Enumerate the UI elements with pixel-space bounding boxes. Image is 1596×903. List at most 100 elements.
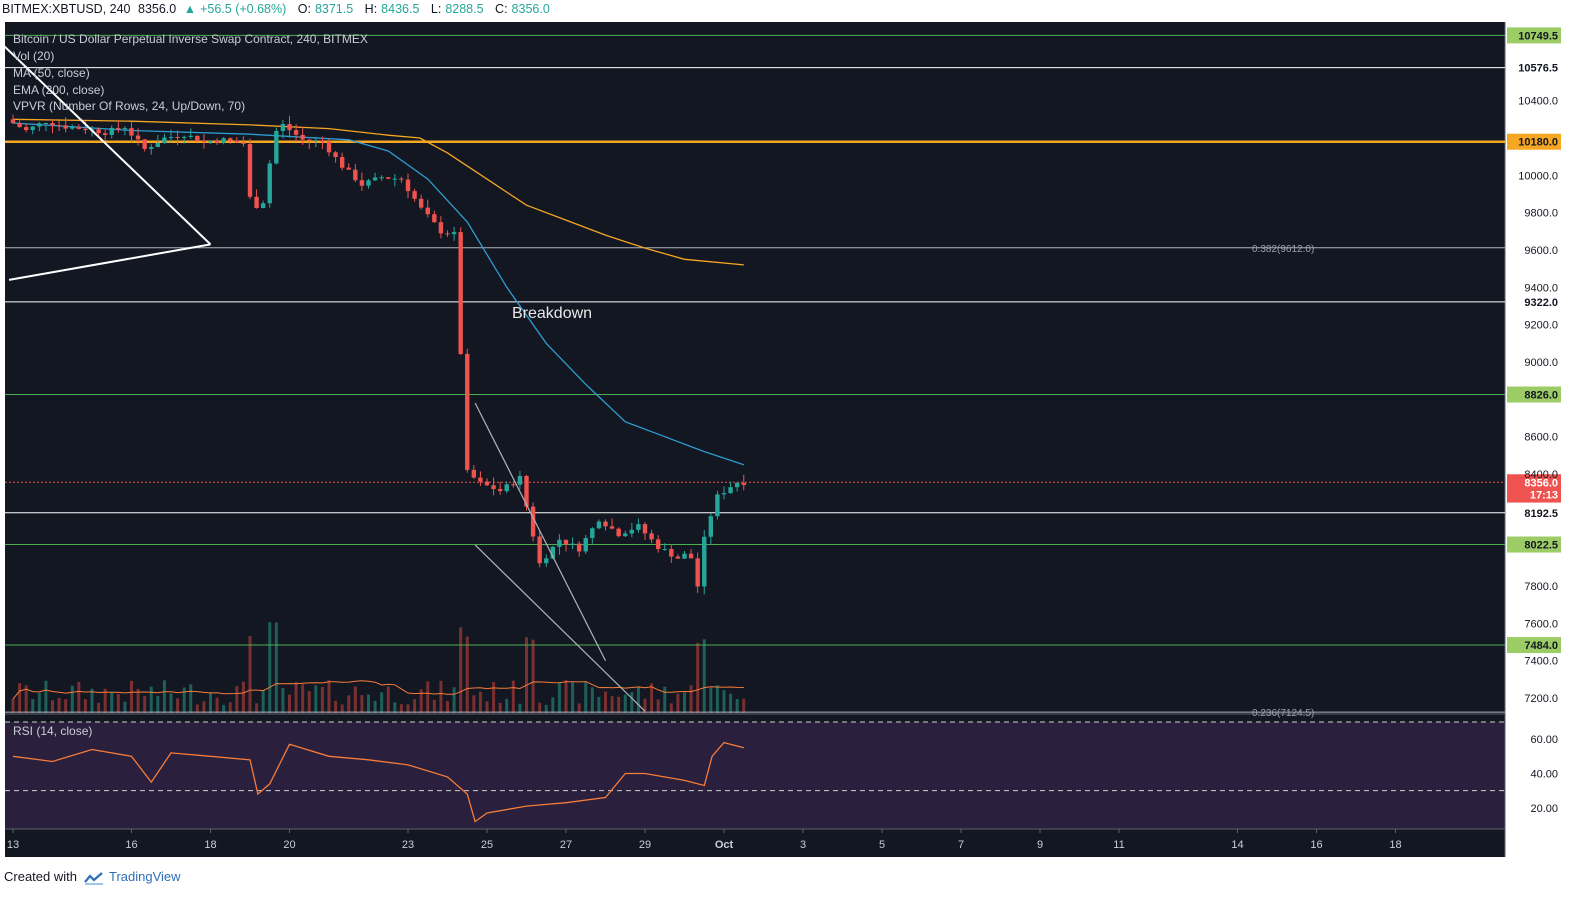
price-axis[interactable]: 10749.510576.510180.09322.08826.08356.01… xyxy=(1507,27,1561,705)
price-label-box-8826.0 xyxy=(1507,386,1561,403)
volume-bar xyxy=(334,700,338,713)
candle-body xyxy=(287,124,292,131)
tradingview-logo-icon xyxy=(83,871,103,885)
candle-body xyxy=(399,178,404,180)
candle-body xyxy=(471,469,477,478)
legend-ema: EMA (200, close) xyxy=(13,83,104,97)
volume-bar xyxy=(24,685,28,713)
time-tick-14: 14 xyxy=(1231,839,1243,851)
symbol-label[interactable]: BITMEX:XBTUSD, 240 xyxy=(2,2,131,16)
candle-body xyxy=(76,127,82,129)
time-tick-3: 3 xyxy=(800,839,806,851)
ma-50-layer xyxy=(12,122,745,466)
candle-body xyxy=(142,139,147,149)
ma-50-line xyxy=(12,122,745,466)
candle-body xyxy=(682,553,687,559)
upper-triangle-line[interactable] xyxy=(0,17,212,246)
candle-body xyxy=(636,524,641,530)
candle-body xyxy=(596,521,602,529)
tradingview-brand[interactable]: TradingView xyxy=(109,869,181,884)
volume-bar xyxy=(669,703,673,713)
wedge-lower[interactable] xyxy=(474,544,646,712)
volume-bar xyxy=(176,698,180,713)
volume-bar xyxy=(228,702,232,713)
candle-body xyxy=(366,180,371,186)
price-label-box-8192.5 xyxy=(1507,504,1561,521)
candle-body xyxy=(451,232,457,235)
volume-bar xyxy=(715,685,719,713)
candle-body xyxy=(616,528,621,537)
rsi-line xyxy=(12,741,744,823)
candle-body xyxy=(695,558,700,587)
ema-200-layer xyxy=(12,118,744,266)
candle-body xyxy=(524,476,529,507)
candle-body xyxy=(175,136,180,138)
volume-bar xyxy=(241,681,245,713)
candle-body xyxy=(405,179,411,192)
rsi-tick-60.00: 60.00 xyxy=(1530,734,1558,746)
symbol-header: BITMEX:XBTUSD, 240 8356.0 ▲ +56.5 (+0.68%… xyxy=(0,0,1596,20)
volume-bar xyxy=(590,687,594,713)
volume-bar xyxy=(340,704,344,713)
volume-bar xyxy=(90,688,94,713)
volume-bar xyxy=(610,696,614,713)
candle-body xyxy=(241,142,246,144)
candle-body xyxy=(109,127,114,135)
candle-body xyxy=(195,135,200,142)
volume-bar xyxy=(373,700,377,713)
low-label-text: L: xyxy=(430,2,442,16)
legend-vpvr: VPVR (Number Of Rows, 24, Up/Down, 70) xyxy=(13,99,245,113)
volume-bar xyxy=(735,699,739,713)
volume-bar xyxy=(432,699,436,713)
candle-body xyxy=(642,524,648,534)
volume-bar xyxy=(709,687,713,713)
volume-bar xyxy=(83,699,87,713)
high-label-text: H: xyxy=(364,2,378,16)
candle-body xyxy=(708,516,714,537)
candle-body xyxy=(438,222,444,234)
candle-body xyxy=(649,533,654,540)
price-tick-9000.0: 9000.0 xyxy=(1524,357,1558,369)
price-tick-7200.0: 7200.0 xyxy=(1524,693,1558,705)
volume-bar xyxy=(604,691,607,713)
volume-bar xyxy=(630,692,634,713)
volume-bar xyxy=(18,683,22,713)
volume-bar xyxy=(248,636,252,713)
candle-body xyxy=(37,123,42,127)
candle-body xyxy=(655,539,661,550)
volume-bar xyxy=(617,696,621,713)
volume-bar xyxy=(722,690,726,713)
candle-body xyxy=(260,203,266,208)
volume-bar xyxy=(195,704,199,713)
price-label-17:13: 17:13 xyxy=(1530,490,1558,502)
candle-body xyxy=(688,553,694,559)
time-axis[interactable]: 13 16 18 20 23 25 27 29 Oct 3 5 7 9 11 14 16 18 xyxy=(7,829,1402,851)
candle-body xyxy=(465,353,470,470)
volume-bar xyxy=(301,684,305,713)
volume-bar xyxy=(459,627,463,713)
lower-triangle-line[interactable] xyxy=(8,243,211,281)
candle-body xyxy=(432,214,437,223)
volume-bar xyxy=(77,681,81,713)
volume-bar xyxy=(643,698,647,713)
trendlines-layer[interactable] xyxy=(0,17,646,712)
wedge-upper[interactable] xyxy=(474,402,607,662)
candle-body xyxy=(208,141,213,143)
price-label-9322.0: 9322.0 xyxy=(1524,297,1558,309)
candle-body xyxy=(116,127,121,129)
rsi-layer: 60.00 40.00 20.00 xyxy=(5,721,1558,823)
candle-body xyxy=(372,177,378,181)
price-label-box-9322.0 xyxy=(1507,293,1561,310)
chart-background xyxy=(5,22,1505,857)
candle-body xyxy=(511,484,516,486)
time-tick-7: 7 xyxy=(958,839,964,851)
candle-body xyxy=(478,477,483,482)
volume-bar xyxy=(37,692,41,713)
candle-body xyxy=(715,494,720,517)
candle-body xyxy=(122,128,128,130)
volume-bar xyxy=(386,686,390,713)
price-label-10576.5: 10576.5 xyxy=(1518,63,1558,75)
candle-body xyxy=(168,136,174,138)
volume-bar xyxy=(472,695,476,713)
